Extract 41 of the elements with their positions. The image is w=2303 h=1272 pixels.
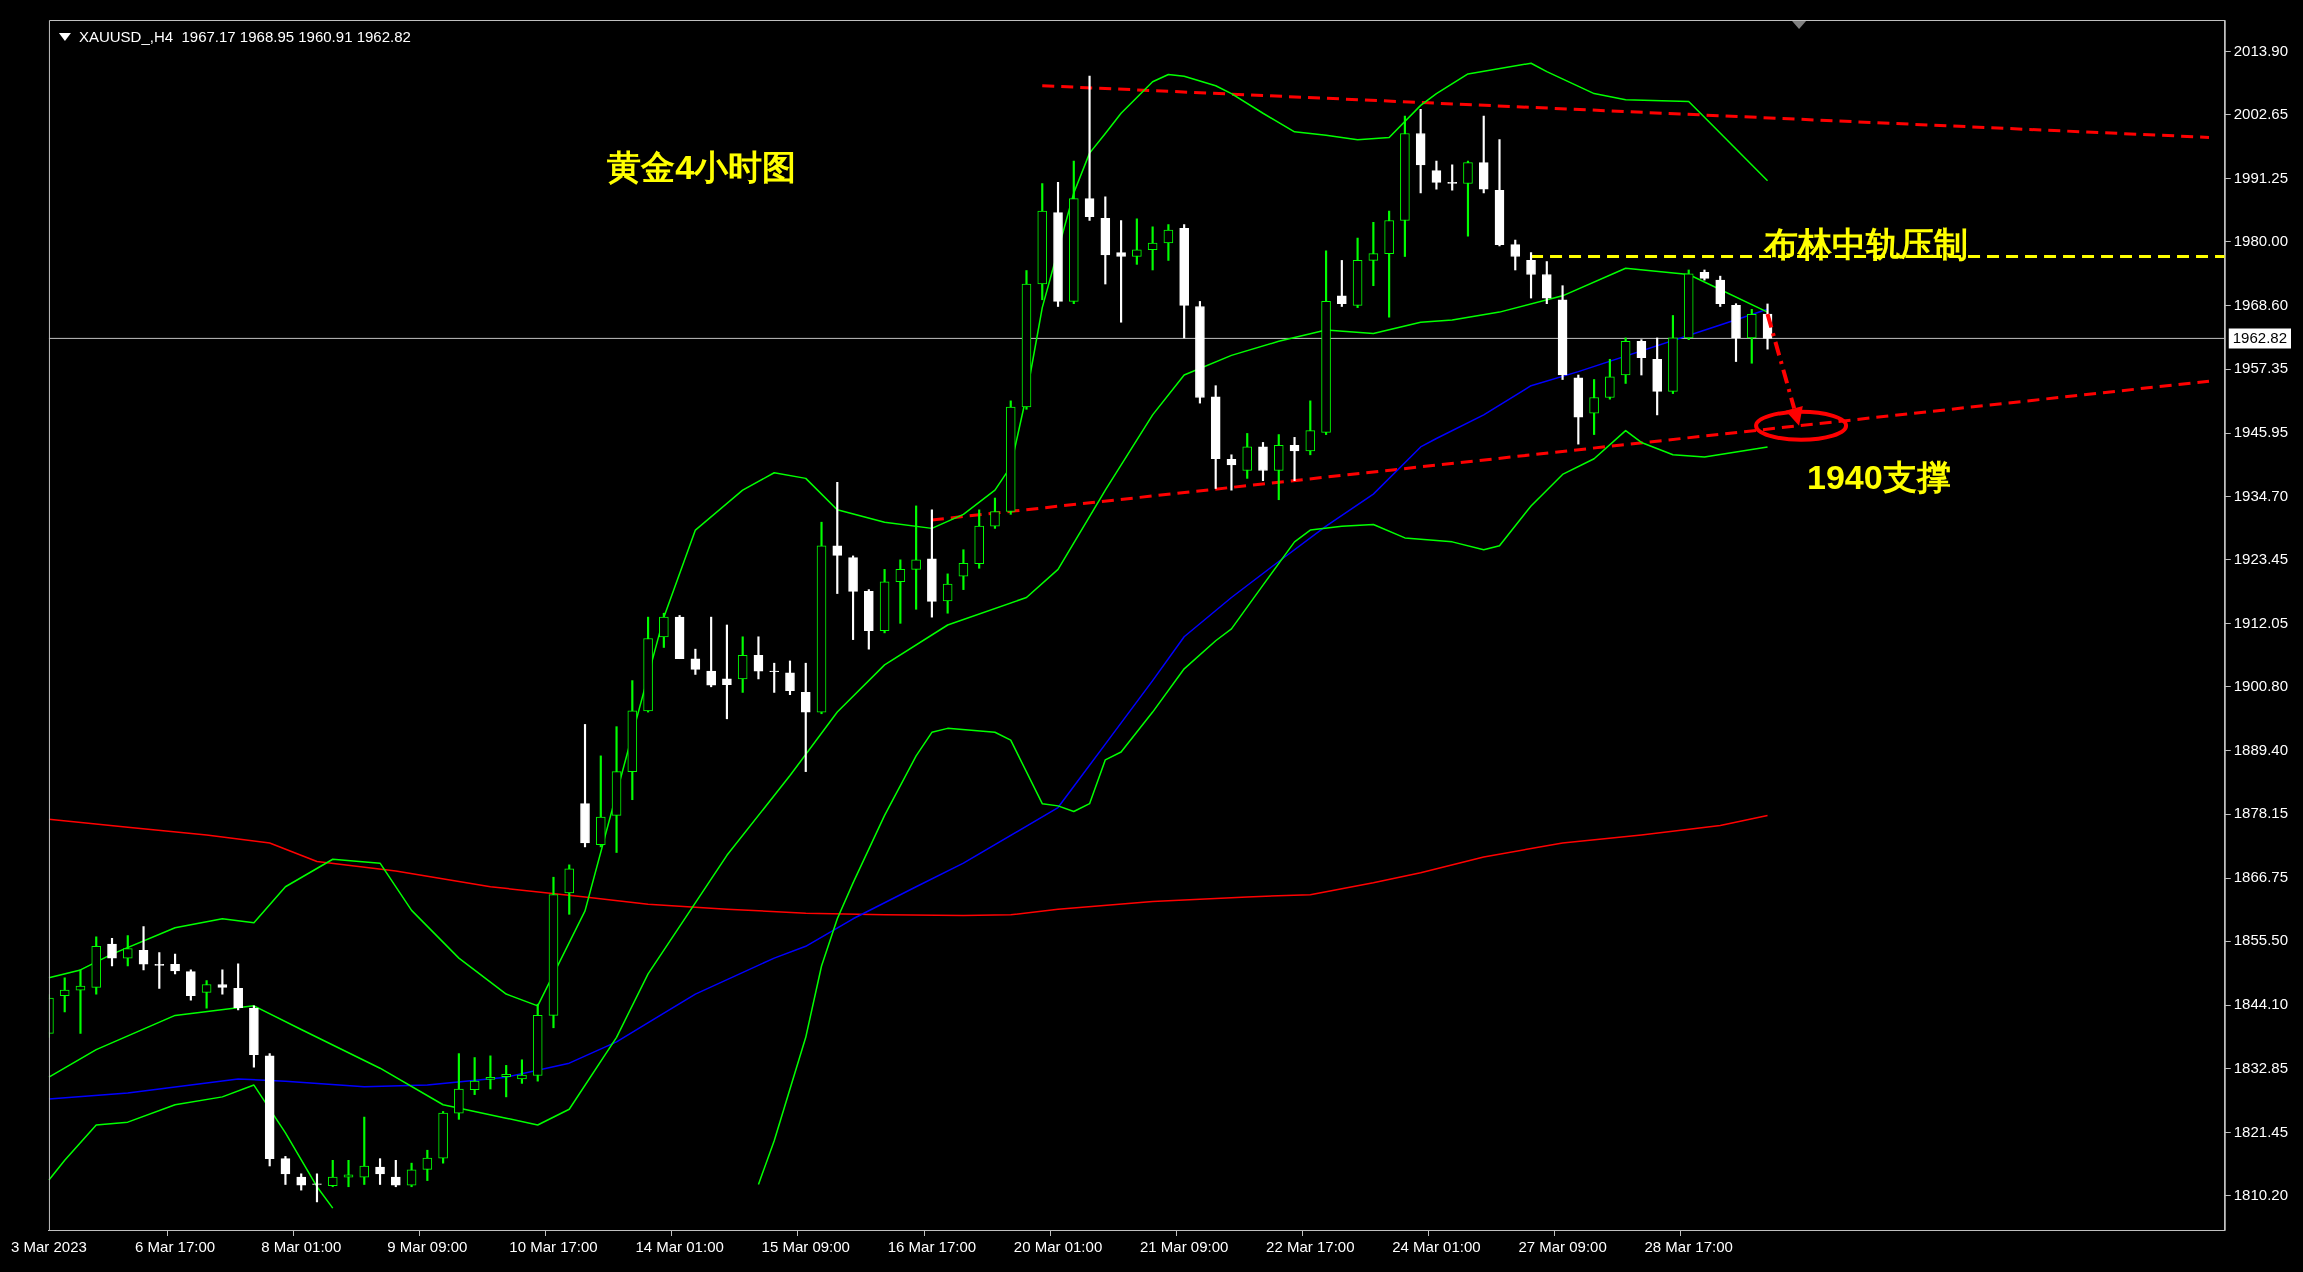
- y-tick-label: 2013.90: [2233, 41, 2289, 59]
- x-tick-label: 22 Mar 17:00: [1266, 1238, 1355, 1256]
- y-tick-label: 1878.15: [2233, 804, 2289, 822]
- annotation: 黄金4小时图: [607, 148, 797, 187]
- x-tick-label: 14 Mar 01:00: [635, 1238, 724, 1256]
- x-tick-label: 27 Mar 09:00: [1518, 1238, 1607, 1256]
- annotation: 1940支撑: [1807, 458, 1951, 497]
- x-tick-label: 15 Mar 09:00: [761, 1238, 850, 1256]
- x-tick-label: 16 Mar 17:00: [887, 1238, 977, 1256]
- x-tick-label: 28 Mar 17:00: [1644, 1238, 1733, 1256]
- candlestick: [611, 726, 622, 853]
- y-tick-label: 1810.20: [2233, 1185, 2289, 1203]
- y-tick-label: 1991.25: [2233, 168, 2289, 186]
- ref-line-label: 1962.82: [2232, 328, 2288, 346]
- x-tick-label: 8 Mar 01:00: [261, 1238, 342, 1256]
- y-tick-label: 2002.65: [2233, 104, 2289, 122]
- y-tick-label: 1855.50: [2233, 931, 2289, 949]
- y-tick-label: 1968.60: [2233, 296, 2289, 314]
- y-tick-label: 1980.00: [2233, 232, 2289, 250]
- x-tick-label: 3 Mar 2023: [10, 1238, 87, 1256]
- x-tick-label: 6 Mar 17:00: [135, 1238, 216, 1256]
- x-tick-label: 24 Mar 01:00: [1392, 1238, 1481, 1256]
- candlestick: [1084, 75, 1095, 221]
- y-tick-label: 1923.45: [2233, 549, 2289, 567]
- y-tick-label: 1900.80: [2233, 676, 2289, 694]
- x-tick-label: 10 Mar 17:00: [509, 1238, 598, 1256]
- candlestick: [343, 1160, 354, 1188]
- y-tick-label: 1821.45: [2233, 1122, 2289, 1140]
- x-tick-label: 20 Mar 01:00: [1013, 1238, 1103, 1256]
- y-tick-label: 1844.10: [2233, 995, 2289, 1013]
- y-tick-label: 1912.05: [2233, 613, 2289, 631]
- candlestick: [138, 926, 149, 971]
- y-tick-label: 1957.35: [2233, 359, 2289, 377]
- text: XAUUSD_,H4 1967.17 1968.95 1960.91 1962.82: [78, 28, 411, 46]
- y-tick-label: 1832.85: [2233, 1058, 2289, 1076]
- y-tick-label: 1934.70: [2233, 486, 2289, 504]
- y-tick-label: 1945.95: [2233, 423, 2289, 441]
- x-tick-label: 9 Mar 09:00: [387, 1238, 468, 1256]
- y-tick-label: 1866.75: [2233, 868, 2289, 886]
- y-tick-label: 1889.40: [2233, 740, 2289, 758]
- x-tick-label: 21 Mar 09:00: [1139, 1238, 1229, 1256]
